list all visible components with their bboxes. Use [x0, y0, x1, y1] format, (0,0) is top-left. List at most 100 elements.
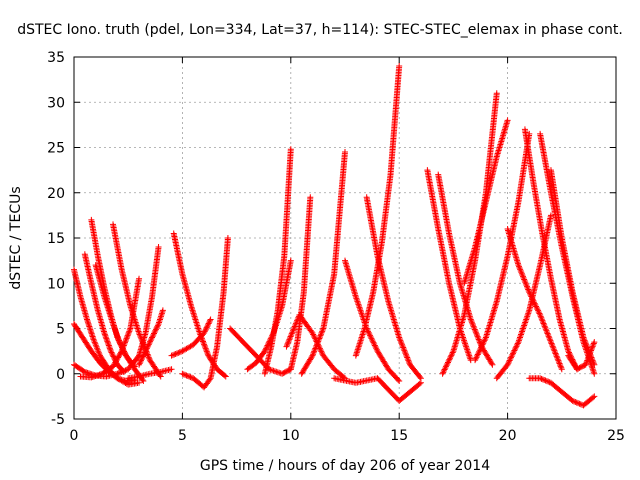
data-point	[542, 377, 549, 384]
data-point	[145, 354, 152, 361]
data-point	[583, 360, 590, 367]
data-point	[399, 343, 406, 350]
data-point	[590, 358, 597, 365]
data-point	[103, 335, 110, 342]
data-point	[267, 366, 274, 373]
series-track	[287, 194, 314, 373]
data-point	[517, 266, 524, 273]
data-point	[395, 376, 402, 383]
data-point	[311, 348, 318, 355]
data-point	[555, 357, 562, 364]
data-point	[482, 335, 489, 342]
data-point	[396, 334, 403, 341]
data-point	[316, 334, 323, 341]
data-point	[273, 368, 280, 375]
data-point	[519, 272, 526, 279]
data-point	[180, 371, 187, 378]
series-track	[352, 63, 403, 359]
data-point	[112, 359, 119, 366]
y-axis: -5 0 5 10 15 20 25 30 35	[47, 50, 616, 428]
data-point	[478, 344, 485, 351]
data-point	[204, 351, 211, 358]
y-axis-label: dSTEC / TECUs	[8, 186, 24, 289]
data-point	[590, 367, 597, 374]
x-axis-label: GPS time / hours of day 206 of year 2014	[200, 458, 490, 474]
y-tick-label: 5	[56, 322, 65, 338]
x-tick-label: 10	[282, 428, 300, 444]
data-point	[448, 352, 455, 359]
data-point	[315, 336, 322, 343]
data-point	[404, 355, 411, 362]
data-point	[522, 319, 529, 326]
data-point	[581, 337, 588, 344]
data-point	[531, 300, 538, 307]
data-point	[514, 340, 521, 347]
data-point	[396, 63, 403, 70]
data-point	[584, 356, 591, 363]
data-point	[537, 375, 544, 382]
data-point	[289, 329, 296, 336]
data-point	[473, 330, 480, 337]
data-point	[474, 333, 481, 340]
y-tick-label: -5	[51, 412, 65, 428]
data-point	[590, 360, 597, 367]
data-point	[115, 370, 122, 377]
data-point	[136, 331, 143, 338]
data-point	[523, 316, 530, 323]
data-point	[545, 331, 552, 338]
data-point	[148, 335, 155, 342]
data-point	[553, 351, 560, 358]
data-point	[590, 341, 597, 348]
data-point	[122, 367, 129, 374]
data-point	[368, 335, 375, 342]
data-point	[537, 311, 544, 318]
data-point	[481, 337, 488, 344]
series-track	[363, 194, 424, 382]
data-point	[146, 355, 153, 362]
data-point	[547, 339, 554, 346]
data-point	[175, 349, 182, 356]
data-point	[444, 359, 451, 366]
series-track	[227, 325, 294, 377]
data-point	[585, 353, 592, 360]
data-point	[522, 279, 529, 286]
data-point	[201, 330, 208, 337]
data-point	[206, 317, 213, 324]
data-point	[270, 367, 277, 374]
series-track	[125, 366, 175, 382]
data-point	[103, 336, 110, 343]
data-point	[520, 323, 527, 330]
data-point	[121, 339, 128, 346]
data-point	[147, 337, 154, 344]
data-points	[71, 63, 598, 409]
data-point	[507, 356, 514, 363]
data-point	[206, 376, 213, 383]
data-point	[589, 344, 596, 351]
data-point	[522, 280, 529, 287]
data-point	[110, 322, 117, 329]
data-point	[475, 350, 482, 357]
data-point	[121, 341, 128, 348]
data-point	[506, 357, 513, 364]
data-point	[548, 340, 555, 347]
data-point	[310, 351, 317, 358]
data-point	[125, 331, 132, 338]
data-point	[373, 345, 380, 352]
data-point	[201, 341, 208, 348]
data-point	[119, 346, 126, 353]
data-point	[204, 321, 211, 328]
data-point	[286, 336, 293, 343]
data-point	[136, 360, 143, 367]
data-point	[126, 326, 133, 333]
data-point	[403, 351, 410, 358]
data-point	[149, 334, 156, 341]
data-point	[539, 317, 546, 324]
data-point	[551, 349, 558, 356]
data-point	[91, 339, 98, 346]
data-point	[141, 349, 148, 356]
data-point	[120, 343, 127, 350]
data-point	[207, 316, 214, 323]
data-point	[172, 350, 179, 357]
data-point	[140, 377, 147, 384]
